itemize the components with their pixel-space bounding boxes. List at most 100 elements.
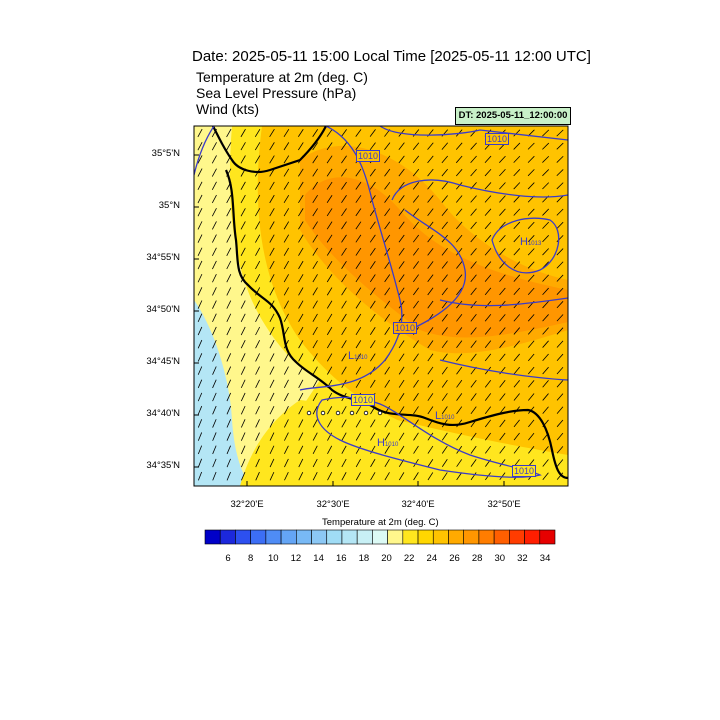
wind-vector — [542, 248, 549, 256]
wind-vector — [226, 300, 232, 309]
wind-vector — [355, 419, 362, 428]
wind-vector — [384, 195, 391, 203]
wind-vector — [341, 419, 347, 428]
wind-vector — [499, 287, 506, 296]
wind-vector — [470, 274, 477, 282]
wind-vector — [413, 261, 419, 269]
wind-vector — [542, 472, 549, 480]
wind-vector — [240, 392, 246, 402]
isobar-label: 1010 — [356, 150, 381, 162]
wind-vector — [355, 181, 362, 190]
wind-vector — [197, 326, 203, 336]
wind-vector — [398, 195, 405, 203]
wind-vector — [211, 208, 217, 217]
wind-vector — [427, 208, 434, 216]
wind-vector — [528, 380, 535, 388]
colorbar-tick-label: 30 — [494, 553, 506, 564]
wind-vector — [384, 313, 391, 322]
wind-vector — [269, 274, 275, 283]
wind-vector — [484, 248, 492, 256]
wind-vector — [269, 326, 275, 336]
wind-vector — [283, 366, 289, 375]
wind-vector — [269, 458, 275, 468]
wind-vector — [484, 314, 492, 322]
wind-vector — [269, 353, 275, 362]
wind-vector — [355, 432, 362, 441]
wind-vector — [355, 313, 362, 322]
wind-vector — [312, 234, 318, 243]
wind-vector — [427, 472, 434, 481]
wind-vector — [355, 353, 362, 362]
high-pressure-center: H1013 — [520, 236, 541, 248]
wind-vector — [499, 248, 506, 256]
wind-vector — [326, 366, 333, 375]
wind-vector — [398, 445, 405, 454]
wind-vector — [470, 340, 477, 349]
wind-vector — [355, 379, 362, 388]
wind-vector — [211, 221, 217, 230]
wind-vector — [427, 142, 434, 150]
wind-vector — [427, 168, 434, 177]
wind-vector — [527, 182, 535, 190]
wind-vector — [369, 221, 376, 230]
wind-vector — [556, 353, 564, 362]
wind-vector — [341, 432, 347, 441]
wind-vector — [341, 181, 347, 190]
wind-vector — [384, 379, 390, 388]
wind-vector — [413, 393, 419, 401]
wind-vector — [369, 142, 376, 151]
wind-vector — [255, 247, 261, 256]
wind-vector — [398, 419, 405, 428]
wind-vector — [456, 221, 463, 230]
wind-vector — [341, 472, 347, 481]
wind-vector — [513, 366, 520, 375]
wind-vector — [441, 340, 448, 349]
wind-vector — [298, 471, 304, 481]
wind-vector — [398, 379, 405, 388]
wind-vector — [341, 300, 347, 309]
wind-vector — [513, 182, 521, 190]
wind-vector — [513, 195, 521, 203]
wind-vector — [283, 234, 290, 243]
wind-vector — [197, 128, 203, 138]
wind-vector — [326, 260, 333, 270]
wind-vector — [212, 287, 217, 296]
wind-vector — [341, 274, 347, 283]
wind-vector — [269, 208, 275, 217]
wind-vector — [455, 142, 463, 150]
wind-vector — [499, 195, 506, 203]
wind-vector — [312, 221, 318, 230]
wind-vector — [470, 261, 477, 269]
wind-vector — [398, 221, 405, 230]
wind-vector — [427, 300, 434, 309]
wind-vector — [226, 379, 232, 389]
wind-vector — [441, 195, 448, 203]
plot-title: Date: 2025-05-11 15:00 Local Time [2025-… — [192, 48, 591, 65]
wind-vector — [527, 142, 535, 150]
wind-vector — [398, 393, 405, 401]
wind-vector — [542, 459, 549, 467]
pressure-symbol: L — [435, 410, 442, 422]
wind-vector — [470, 168, 477, 177]
wind-vector — [441, 208, 448, 216]
wind-vector — [513, 142, 521, 150]
wind-vector — [455, 168, 463, 177]
wind-vector — [499, 182, 506, 190]
colorbar-swatch — [311, 529, 328, 545]
wind-vector — [341, 208, 347, 217]
wind-vector — [527, 327, 535, 335]
wind-vector — [370, 419, 376, 428]
wind-vector — [255, 340, 260, 349]
wind-vector — [542, 221, 550, 229]
wind-vector — [269, 287, 275, 296]
wind-vector — [413, 432, 419, 441]
field-label-temperature: Temperature at 2m (deg. C) — [196, 69, 368, 85]
wind-vector — [499, 221, 506, 230]
wind-vector — [427, 366, 434, 375]
wind-vector — [197, 366, 203, 375]
wind-vector — [427, 393, 434, 401]
wind-vector — [255, 300, 261, 309]
colorbar-swatch — [387, 529, 404, 545]
wind-vector — [542, 142, 550, 150]
colorbar-tick-label: 8 — [247, 553, 254, 564]
